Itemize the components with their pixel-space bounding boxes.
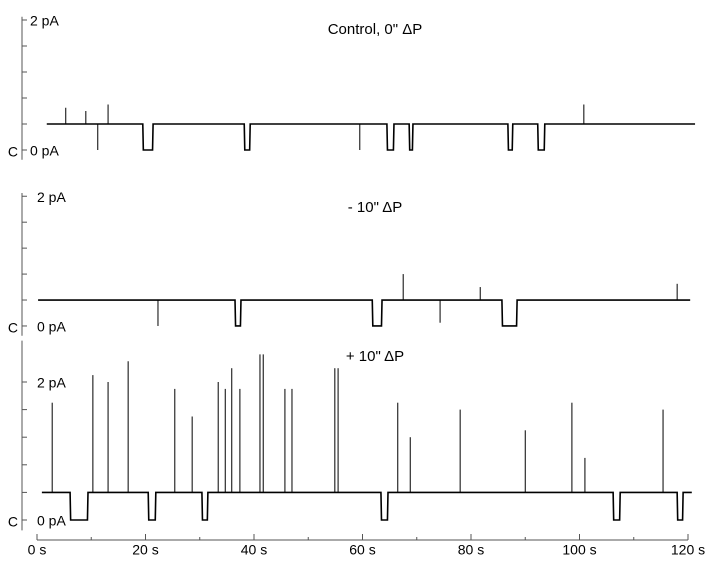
y-tick-label: 0 pA <box>37 319 66 335</box>
y-tick-label: 2 pA <box>37 189 66 205</box>
x-tick-label: 40 s <box>241 542 267 558</box>
y-tick-label: 2 pA <box>30 13 59 29</box>
x-tick-label: 60 s <box>349 542 375 558</box>
current-trace <box>41 491 692 521</box>
x-tick-label: 20 s <box>132 542 158 558</box>
closed-label: C <box>8 514 18 530</box>
closed-label: C <box>8 320 18 336</box>
y-tick-label: 0 pA <box>37 513 66 529</box>
current-trace <box>46 123 696 151</box>
panel-title: + 10" ΔP <box>346 348 404 365</box>
closed-label: C <box>8 144 18 160</box>
x-tick-label: 120 s <box>671 542 705 558</box>
x-tick-label: 0 s <box>28 542 47 558</box>
panel-title: Control, 0" ΔP <box>328 21 423 38</box>
y-tick-label: 0 pA <box>30 143 59 159</box>
current-trace <box>38 299 691 327</box>
x-tick-label: 100 s <box>562 542 596 558</box>
panel-title: - 10" ΔP <box>348 199 403 216</box>
y-tick-label: 2 pA <box>37 375 66 391</box>
x-tick-label: 80 s <box>458 542 484 558</box>
